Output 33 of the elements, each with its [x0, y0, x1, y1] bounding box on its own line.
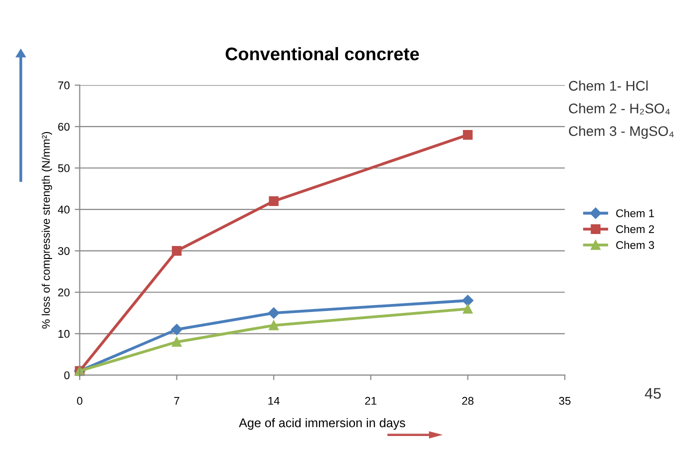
point — [172, 246, 182, 256]
text: Chem 3 - MgSO₄ — [568, 126, 674, 139]
legend-label: Chem 2 — [616, 224, 654, 234]
x-tick-label: 21 — [365, 396, 376, 405]
x-tick-label: 0 — [77, 396, 82, 405]
x-tick-label: 7 — [174, 397, 180, 405]
y-tick-label: 60 — [58, 122, 70, 131]
y-tick-label: 30 — [58, 247, 70, 255]
point — [268, 320, 279, 330]
point — [462, 294, 474, 306]
y-tick-label: 70 — [58, 81, 70, 90]
point — [268, 307, 280, 319]
x-tick-label: 28 — [462, 396, 474, 405]
x-tick-label: 35 — [559, 396, 571, 405]
text: Chem 2 - H₂SO₄ — [568, 103, 670, 114]
y-tick-label: 50 — [58, 164, 70, 172]
legend-label: Chem 1 — [616, 209, 654, 218]
legend-label: Chem 3 — [616, 240, 654, 250]
text: Chem 1- HCl — [568, 80, 648, 91]
y-tick-label: 0 — [64, 371, 70, 380]
y-tick-label: 40 — [58, 206, 70, 214]
chart-title: Conventional concrete — [226, 47, 419, 60]
point — [462, 304, 473, 314]
text: 45 — [644, 388, 661, 399]
x-axis-title: Age of acid immersion in days — [238, 418, 406, 430]
y-tick-label: 20 — [58, 288, 70, 296]
y-tick-label: 10 — [58, 330, 70, 338]
x-tick-label: 14 — [268, 397, 280, 405]
point — [268, 196, 279, 206]
point — [462, 130, 473, 140]
y-axis-title: % loss of compressive strength (N/mm²) — [42, 132, 52, 329]
point — [171, 324, 182, 336]
point — [172, 337, 182, 347]
